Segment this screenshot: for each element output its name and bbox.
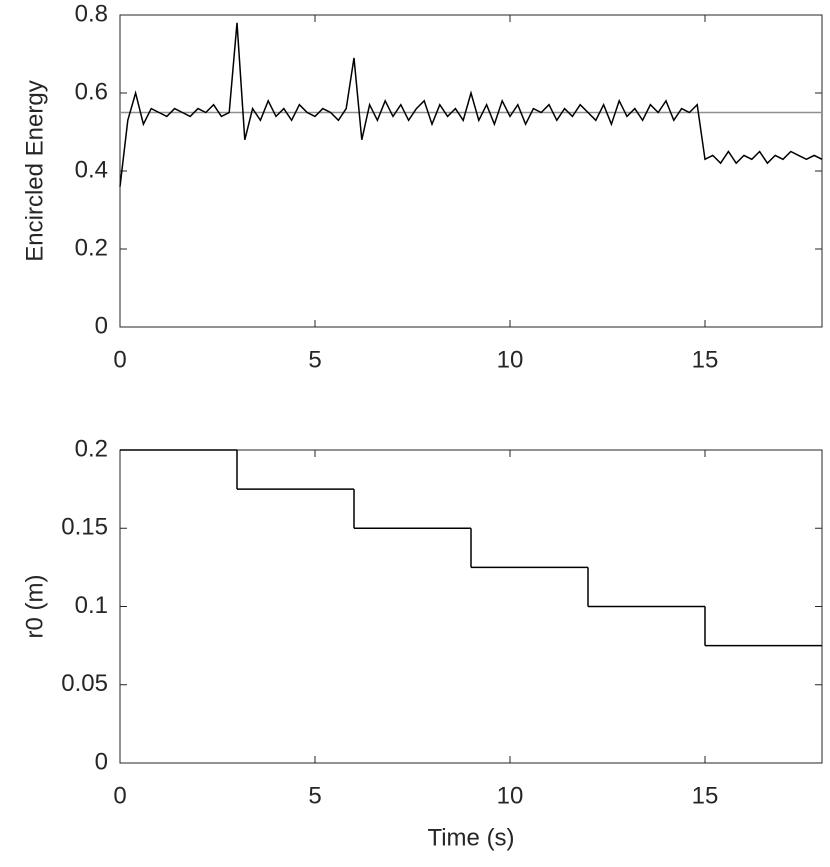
axes-box: [119, 14, 823, 328]
x-tick-label: 15: [692, 782, 719, 809]
y-tick-label: 0.4: [75, 156, 108, 183]
y-axis-label: r0 (m): [21, 575, 48, 639]
y-axis-label: Encircled Energy: [21, 80, 48, 261]
y-tick-label: 0: [95, 748, 108, 775]
x-tick-label: 0: [113, 782, 126, 809]
y-tick-label: 0.2: [75, 435, 108, 462]
y-tick-label: 0.1: [75, 592, 108, 619]
x-tick-label: 5: [308, 346, 321, 373]
x-tick-label: 0: [113, 346, 126, 373]
x-tick-label: 15: [692, 346, 719, 373]
data-line: [119, 22, 823, 187]
y-tick-label: 0: [95, 312, 108, 339]
axes-box: [119, 449, 823, 764]
x-tick-label: 10: [497, 346, 524, 373]
x-axis-label: Time (s): [427, 824, 514, 851]
y-tick-label: 0.6: [75, 78, 108, 105]
x-tick-label: 10: [497, 782, 524, 809]
y-tick-label: 0.15: [61, 514, 108, 541]
x-tick-label: 5: [308, 782, 321, 809]
y-tick-label: 0.05: [61, 670, 108, 697]
y-tick-label: 0.8: [75, 0, 108, 27]
y-tick-label: 0.2: [75, 234, 108, 261]
